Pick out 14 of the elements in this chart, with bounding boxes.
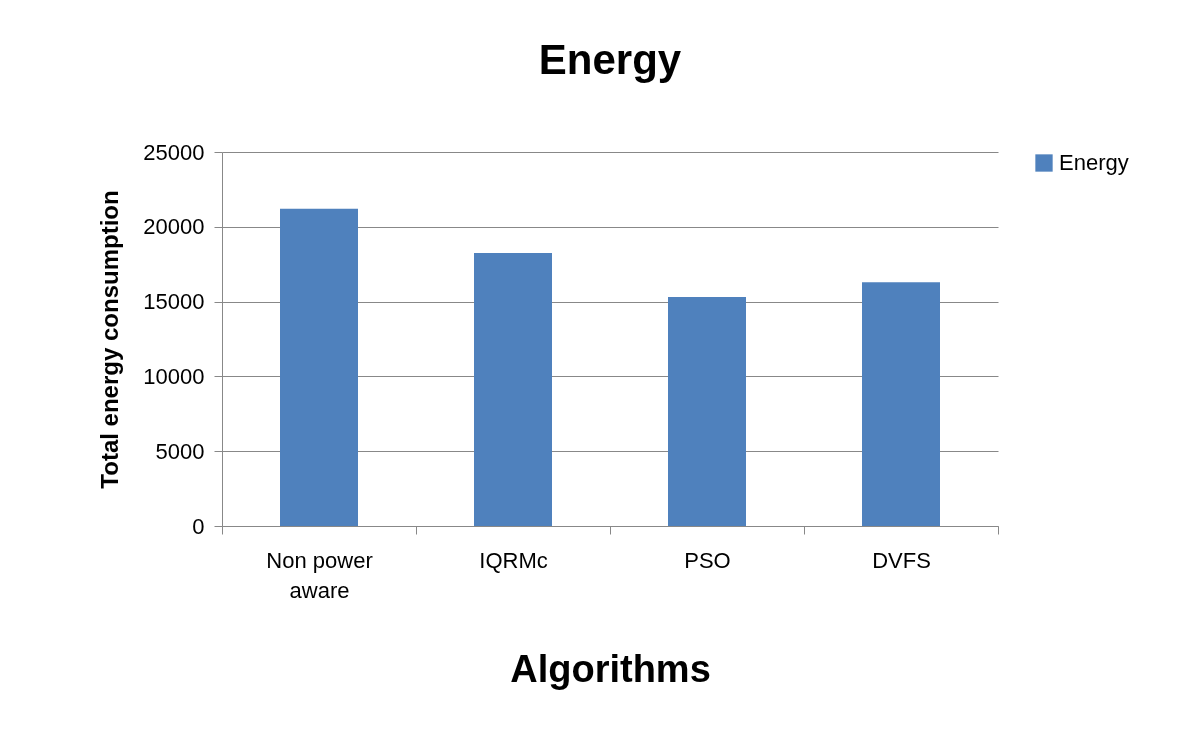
y-tick-label: 10000 [143, 363, 205, 389]
y-axis-title: Total energy consumption [96, 190, 124, 489]
x-tick-label: Non power aware [266, 547, 373, 603]
legend-label: Energy [1059, 150, 1129, 175]
y-tick-label: 15000 [143, 289, 205, 315]
chart-title: Energy [538, 36, 682, 83]
y-tick-label: 20000 [143, 214, 205, 240]
x-axis-title: Algorithms [510, 647, 711, 690]
y-tick-label: 5000 [155, 438, 205, 464]
x-tick-label: IQRMc [479, 547, 548, 573]
y-tick-label: 0 [192, 513, 205, 539]
x-tick-label: DVFS [872, 547, 931, 573]
x-tick-label: PSO [684, 547, 731, 573]
y-tick-label: 25000 [143, 139, 205, 165]
